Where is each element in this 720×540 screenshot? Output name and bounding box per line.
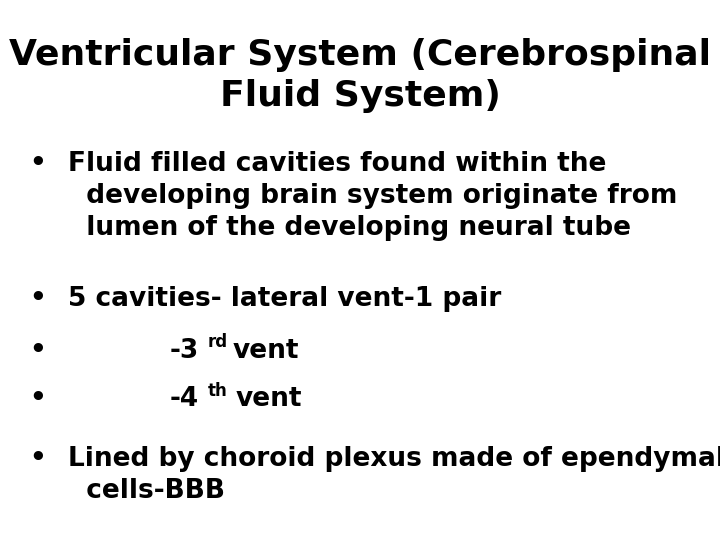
Text: •: • <box>29 151 45 177</box>
Text: Ventricular System (Cerebrospinal
Fluid System): Ventricular System (Cerebrospinal Fluid … <box>9 38 711 112</box>
Text: •: • <box>29 286 45 312</box>
Text: •: • <box>29 338 45 363</box>
Text: vent: vent <box>233 338 299 363</box>
Text: Fluid filled cavities found within the
  developing brain system originate from
: Fluid filled cavities found within the d… <box>68 151 678 241</box>
Text: 5 cavities- lateral vent-1 pair: 5 cavities- lateral vent-1 pair <box>68 286 502 312</box>
Text: •: • <box>29 446 45 471</box>
Text: rd: rd <box>207 333 228 351</box>
Text: th: th <box>207 382 227 400</box>
Text: •: • <box>29 386 45 412</box>
Text: Lined by choroid plexus made of ependymal
  cells-BBB: Lined by choroid plexus made of ependyma… <box>68 446 720 503</box>
Text: -4: -4 <box>169 386 198 412</box>
Text: -3: -3 <box>169 338 199 363</box>
Text: vent: vent <box>235 386 302 412</box>
